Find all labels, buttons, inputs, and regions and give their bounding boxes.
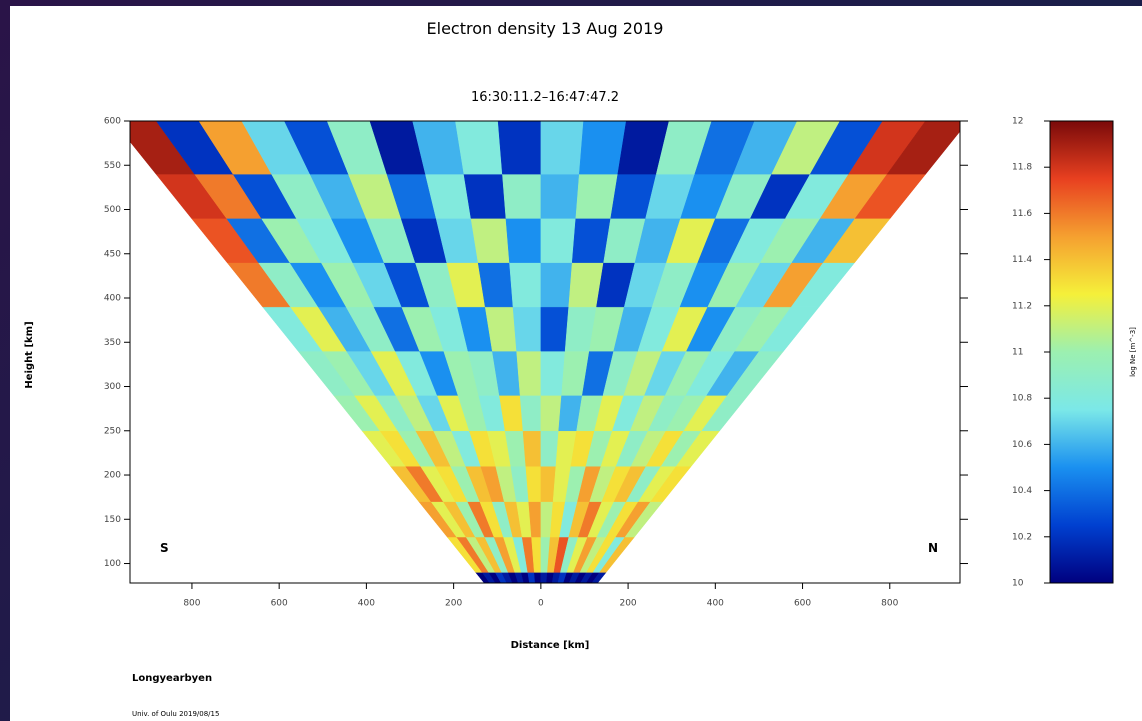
heatmap-cell bbox=[540, 173, 580, 219]
y-tick-label: 500 bbox=[104, 205, 121, 215]
x-axis-label: Distance [km] bbox=[511, 640, 590, 651]
heatmap-cell bbox=[509, 262, 542, 308]
heatmap-cell bbox=[655, 121, 713, 175]
heatmap-cell bbox=[497, 121, 542, 175]
heatmap-cell bbox=[130, 121, 195, 175]
x-tick-label: 200 bbox=[445, 599, 462, 609]
colorbar-tick-label: 11.6 bbox=[1012, 209, 1032, 219]
colorbar-tick-label: 11.2 bbox=[1012, 301, 1032, 311]
colorbar-tick-label: 10.4 bbox=[1012, 486, 1032, 496]
heatmap-cell bbox=[848, 121, 926, 175]
heatmap-cell bbox=[519, 395, 542, 432]
heatmap-cell bbox=[534, 572, 542, 583]
heatmap-cell bbox=[540, 395, 562, 432]
y-tick-label: 200 bbox=[104, 471, 121, 481]
heatmap-cell bbox=[241, 121, 311, 175]
x-tick-label: 0 bbox=[538, 599, 544, 609]
colorbar-tick-label: 11.8 bbox=[1012, 163, 1032, 173]
heatmap-cell bbox=[540, 121, 584, 175]
heatmap-cell bbox=[155, 121, 234, 175]
heatmap-cell bbox=[198, 121, 272, 175]
heatmap-cell bbox=[463, 173, 507, 219]
x-tick-label: 200 bbox=[619, 599, 636, 609]
annotation: Univ. of Oulu 2019/08/15 bbox=[132, 710, 219, 718]
panel: Electron density 13 Aug 2019 16:30:11.2–… bbox=[10, 6, 1142, 721]
heatmap-cell bbox=[575, 173, 619, 219]
x-tick-label: 400 bbox=[358, 599, 375, 609]
heatmap-cell bbox=[326, 121, 388, 175]
colorbar-tick-label: 10.2 bbox=[1012, 532, 1032, 542]
annotation: N bbox=[928, 541, 938, 555]
heatmap-cell bbox=[512, 306, 542, 352]
colorbar-label: log Ne [m^-3] bbox=[1129, 327, 1137, 377]
colorbar-tick-label: 11.4 bbox=[1012, 255, 1032, 265]
heatmap-cell bbox=[522, 430, 542, 467]
heatmap-cell bbox=[502, 173, 542, 219]
heatmap-cell bbox=[505, 218, 542, 263]
heatmap-cell bbox=[540, 218, 577, 263]
y-tick-label: 600 bbox=[104, 117, 121, 127]
y-tick-label: 300 bbox=[104, 382, 121, 392]
colorbar-tick-label: 10.6 bbox=[1012, 440, 1032, 450]
heatmap-cell bbox=[516, 350, 542, 396]
colorbar-tick-label: 10.8 bbox=[1012, 394, 1032, 404]
y-tick-label: 550 bbox=[104, 161, 121, 171]
heatmap-cell bbox=[525, 465, 542, 502]
heatmap-cell bbox=[369, 121, 426, 175]
y-tick-label: 150 bbox=[104, 515, 121, 525]
annotation: S bbox=[160, 541, 169, 555]
heatmap-cell bbox=[540, 306, 569, 352]
x-tick-label: 600 bbox=[794, 599, 811, 609]
chart-subtitle: 16:30:11.2–16:47:47.2 bbox=[471, 90, 619, 105]
colorbar-tick-label: 12 bbox=[1012, 117, 1023, 127]
heatmap bbox=[130, 121, 960, 583]
heatmap-cell bbox=[617, 121, 670, 175]
x-tick-label: 600 bbox=[271, 599, 288, 609]
x-tick-label: 400 bbox=[707, 599, 724, 609]
plot-frame bbox=[129, 120, 961, 584]
heatmap-cell bbox=[886, 121, 960, 175]
y-tick-label: 400 bbox=[104, 294, 121, 304]
heatmap-cell bbox=[540, 262, 573, 308]
heatmap-cell bbox=[771, 121, 841, 175]
colorbar-tick-label: 10 bbox=[1012, 579, 1024, 589]
x-tick-label: 800 bbox=[881, 599, 898, 609]
x-tick-label: 800 bbox=[183, 599, 200, 609]
heatmap-cell bbox=[540, 350, 566, 396]
y-axis-label: Height [km] bbox=[24, 321, 35, 388]
colorbar bbox=[1049, 120, 1114, 584]
annotation: Longyearbyen bbox=[132, 673, 212, 684]
heatmap-cell bbox=[694, 121, 755, 175]
colorbar-tick-label: 11 bbox=[1012, 348, 1023, 358]
heatmap-cell bbox=[540, 430, 559, 467]
heatmap-cell bbox=[455, 121, 503, 175]
y-tick-label: 250 bbox=[104, 426, 121, 436]
heatmap-cell bbox=[809, 121, 884, 175]
heatmap-cell bbox=[732, 121, 798, 175]
y-tick-label: 450 bbox=[104, 249, 121, 259]
y-tick-label: 100 bbox=[104, 559, 121, 569]
chart-title: Electron density 13 Aug 2019 bbox=[427, 19, 664, 38]
heatmap-cell bbox=[579, 121, 627, 175]
heatmap-cell bbox=[412, 121, 465, 175]
chart: Electron density 13 Aug 2019 16:30:11.2–… bbox=[24, 19, 1137, 718]
y-tick-label: 350 bbox=[104, 338, 121, 348]
